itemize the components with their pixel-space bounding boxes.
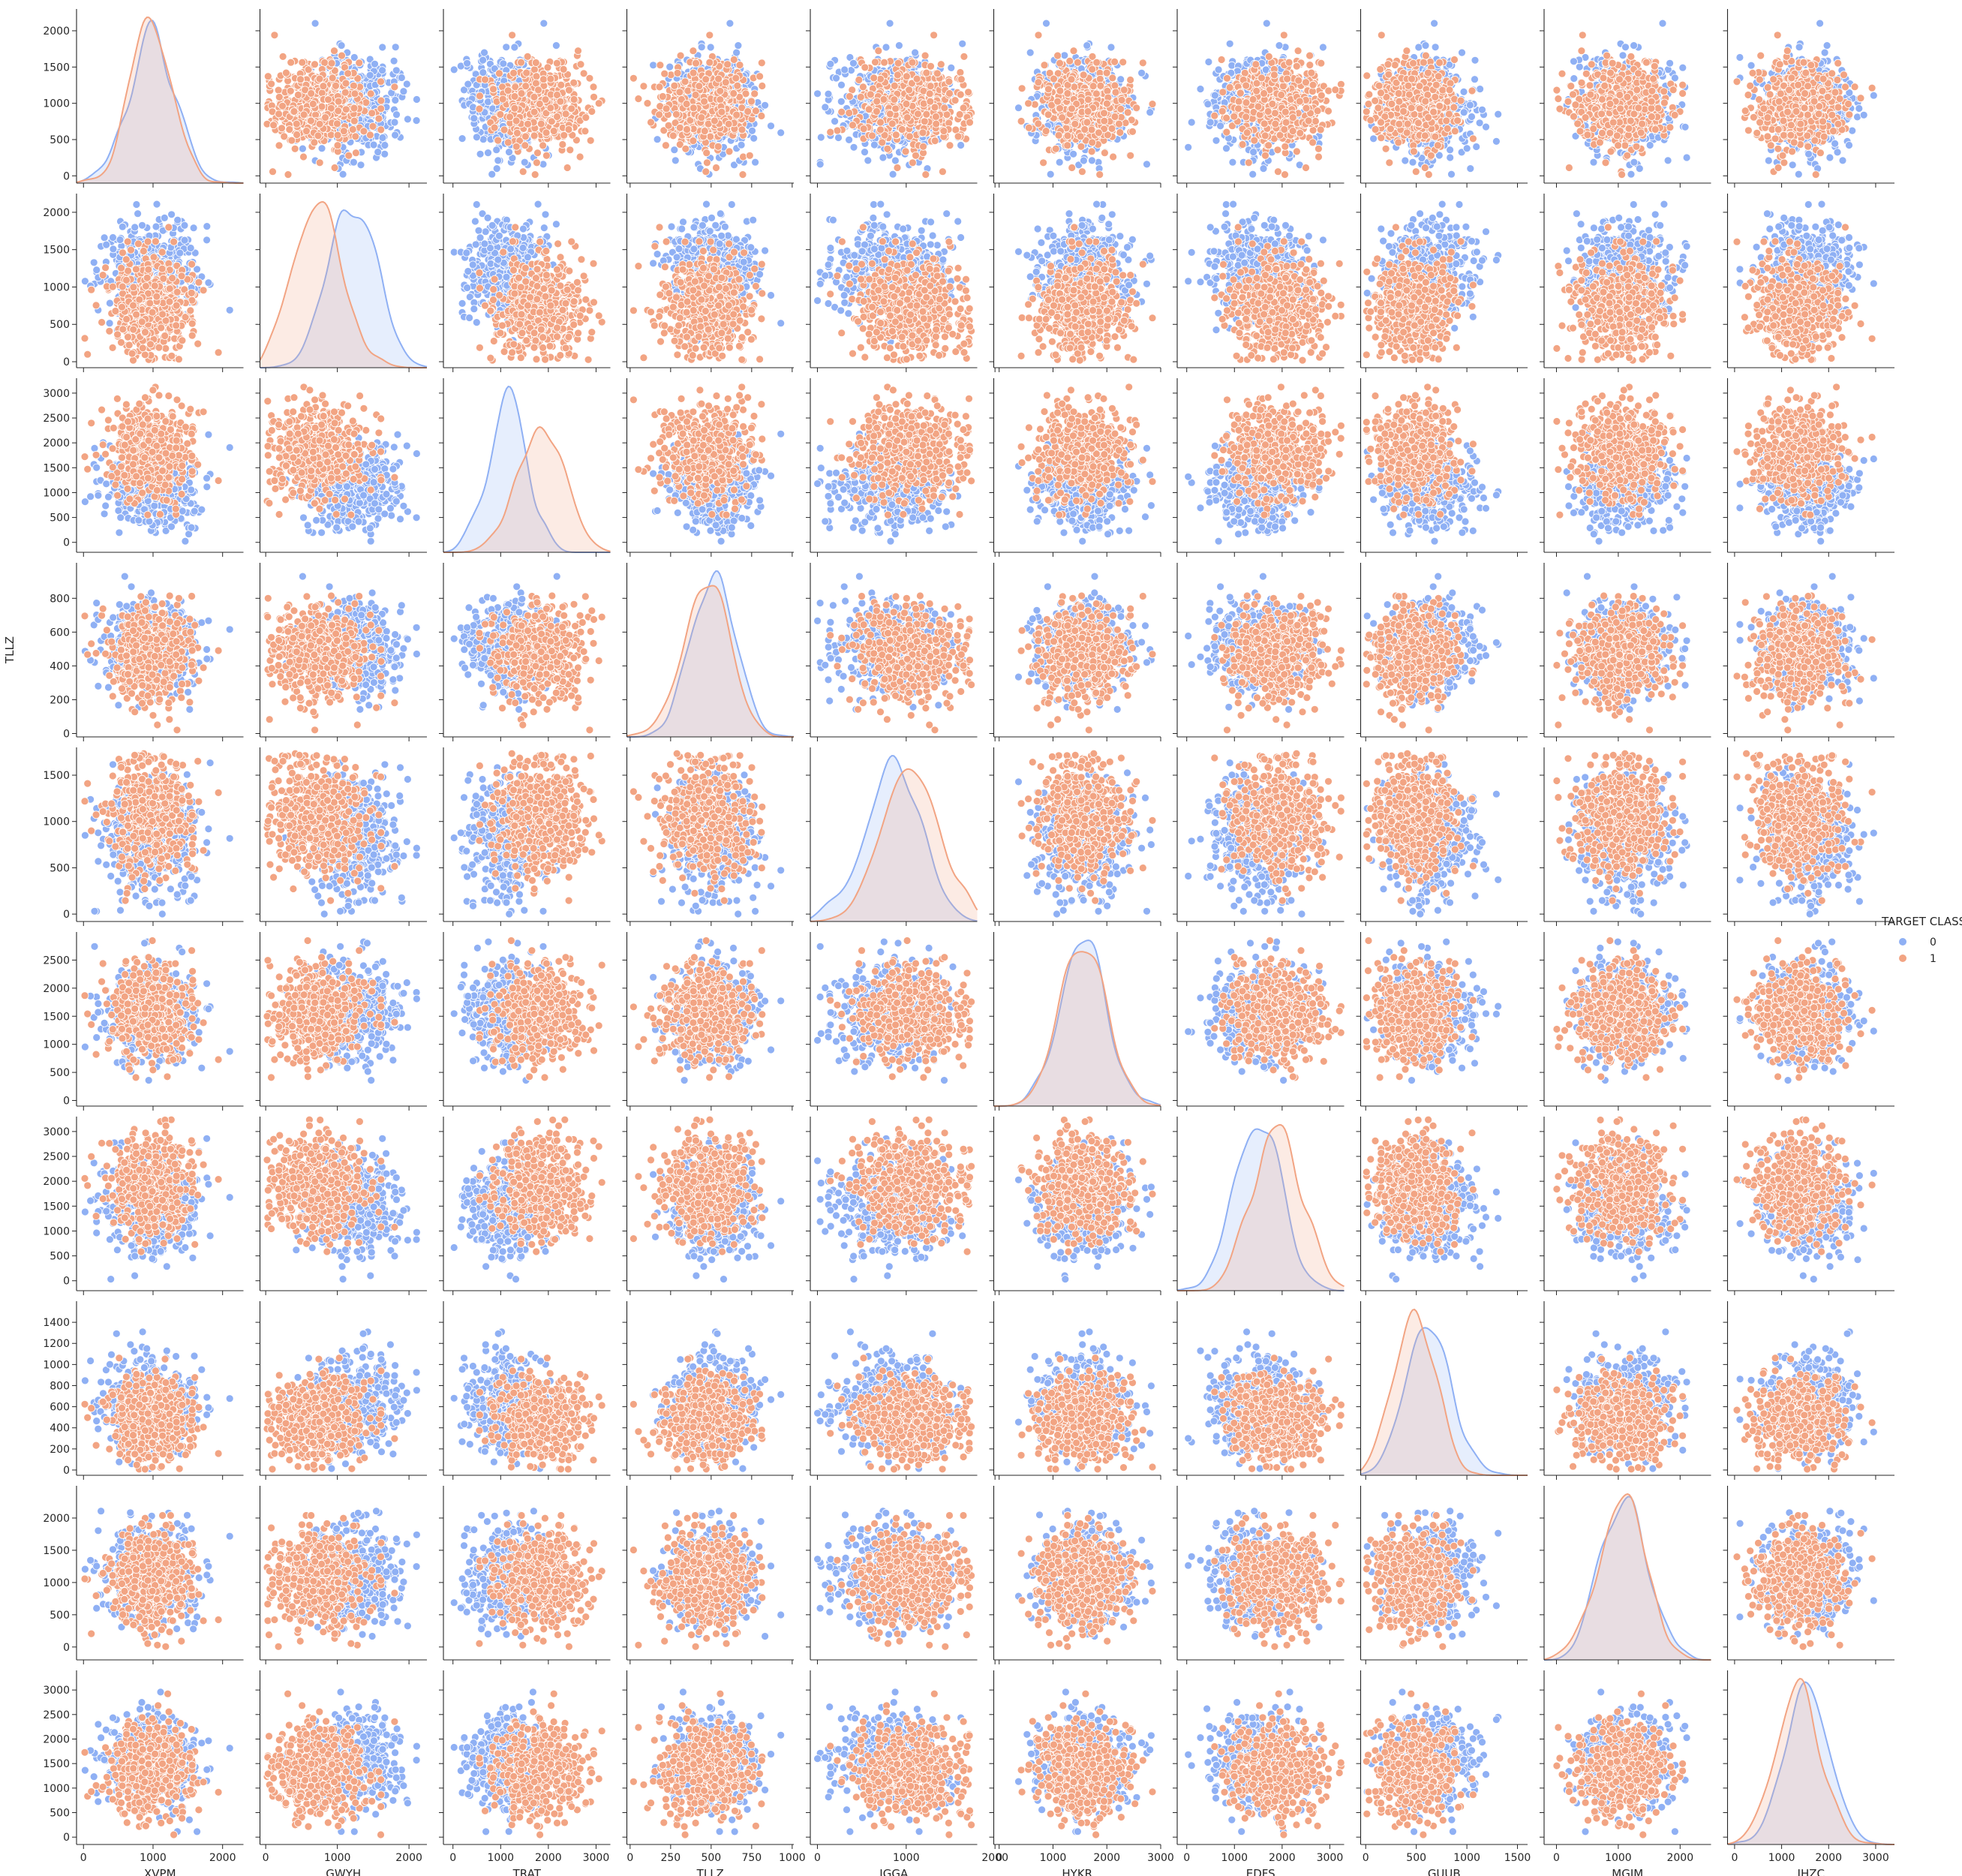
- scatter-point: [370, 141, 377, 149]
- scatter-point: [300, 153, 308, 161]
- y-tick-label: 1000: [43, 98, 70, 110]
- scatter-point: [381, 142, 389, 149]
- scatter-point: [268, 80, 275, 88]
- scatter-point: [321, 59, 329, 67]
- scatter-point: [404, 116, 411, 123]
- scatter-point: [350, 158, 357, 166]
- scatter-point: [352, 149, 359, 157]
- scatter-point: [311, 20, 319, 27]
- scatter-point: [362, 99, 370, 107]
- scatter-point: [379, 67, 386, 74]
- scatter-point: [299, 59, 306, 66]
- scatter-point: [392, 67, 400, 74]
- scatter-point: [403, 80, 410, 88]
- scatter-point: [391, 119, 398, 126]
- scatter-point: [279, 53, 287, 60]
- scatter-point: [375, 115, 383, 122]
- scatter-point: [271, 32, 278, 39]
- scatter-point: [381, 150, 389, 158]
- scatter-point: [374, 149, 382, 156]
- scatter-point: [269, 168, 277, 176]
- scatter-point: [371, 60, 379, 68]
- scatter-point: [299, 145, 306, 152]
- scatter-point: [392, 131, 399, 139]
- pairplot-grid: 0500100015002000050010001500200005001000…: [3, 9, 1894, 1876]
- scatter-point: [392, 44, 399, 51]
- scatter-point: [390, 57, 398, 65]
- panel-XVPM-vs-GWYH: [256, 9, 428, 188]
- panel-XVPM-vs-XVPM: 0 500 1000 1500 2000: [43, 9, 243, 188]
- scatter-point: [366, 71, 374, 79]
- scatter-point: [379, 44, 386, 51]
- scatter-point: [338, 42, 345, 50]
- y-tick-label: 2000: [43, 26, 70, 38]
- scatter-point: [393, 111, 401, 119]
- scatter-point: [413, 117, 420, 125]
- scatter-point: [291, 145, 299, 152]
- scatter-point: [367, 90, 374, 98]
- y-tick-label: 1500: [43, 62, 70, 74]
- scatter-point: [318, 145, 326, 152]
- scatter-point: [357, 161, 365, 169]
- scatter-point: [377, 126, 385, 134]
- y-tick-label: 500: [50, 134, 70, 146]
- scatter-point: [288, 137, 296, 144]
- scatter-point: [316, 159, 323, 167]
- scatter-point: [369, 122, 377, 130]
- scatter-point: [413, 96, 420, 104]
- scatter-point: [379, 134, 386, 142]
- scatter-point: [360, 128, 368, 135]
- scatter-point: [398, 74, 405, 82]
- scatter-point: [391, 83, 398, 91]
- y-tick-label: 0: [63, 170, 70, 182]
- scatter-point: [400, 88, 407, 95]
- scatter-point: [281, 133, 288, 140]
- scatter-point: [392, 97, 399, 104]
- scatter-point: [356, 59, 363, 67]
